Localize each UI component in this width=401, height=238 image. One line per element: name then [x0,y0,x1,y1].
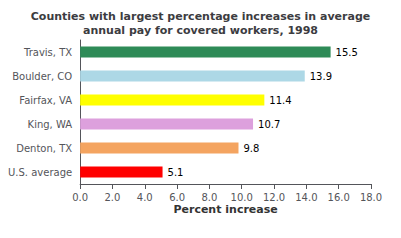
svg-text:10.7: 10.7 [258,119,280,130]
svg-text:13.9: 13.9 [310,71,332,82]
svg-text:14.0: 14.0 [295,192,317,203]
svg-text:Denton, TX: Denton, TX [16,143,72,154]
svg-text:18.0: 18.0 [360,192,382,203]
svg-text:4.0: 4.0 [137,192,153,203]
svg-text:2.0: 2.0 [105,192,121,203]
svg-text:8.0: 8.0 [201,192,217,203]
svg-text:U.S. average: U.S. average [8,167,72,178]
svg-text:0.0: 0.0 [72,192,88,203]
svg-text:10.0: 10.0 [231,192,253,203]
svg-text:annual pay for covered workers: annual pay for covered workers, 1998 [83,24,318,37]
svg-text:5.1: 5.1 [168,167,184,178]
svg-text:Boulder, CO: Boulder, CO [12,71,72,82]
svg-text:King, WA: King, WA [28,119,73,130]
svg-text:Counties with largest percenta: Counties with largest percentage increas… [31,10,371,23]
svg-text:9.8: 9.8 [243,143,259,154]
svg-text:16.0: 16.0 [328,192,350,203]
svg-text:11.4: 11.4 [269,95,291,106]
svg-text:12.0: 12.0 [263,192,285,203]
svg-text:Fairfax, VA: Fairfax, VA [19,95,72,106]
svg-text:6.0: 6.0 [169,192,185,203]
svg-text:15.5: 15.5 [336,47,358,58]
svg-text:Travis, TX: Travis, TX [23,47,72,58]
svg-text:Percent increase: Percent increase [173,203,277,216]
